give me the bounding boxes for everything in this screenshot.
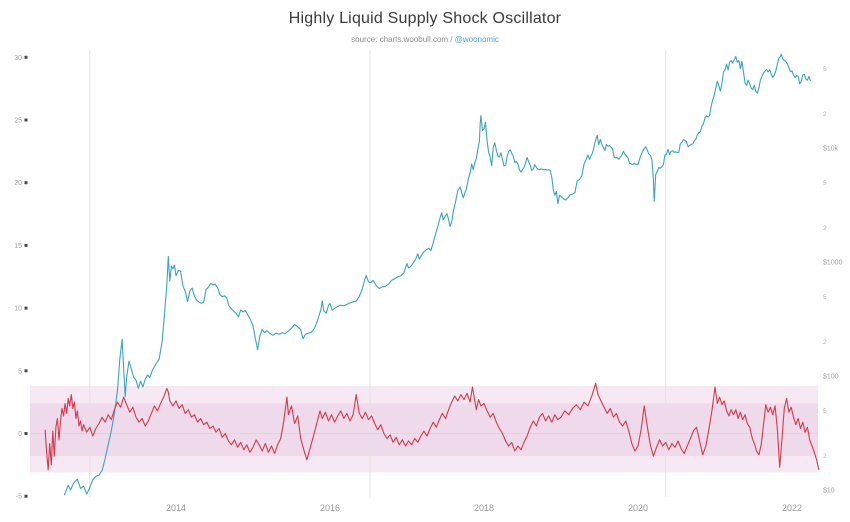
chart-title: Highly Liquid Supply Shock Oscillator: [288, 10, 562, 27]
inner-oscillator-band: [30, 403, 818, 457]
subtitle-source-text: source: charts.woobull.com /: [351, 35, 455, 44]
supply-shock-oscillator-line: [44, 382, 820, 471]
left-axis-tick-marker-icon: [24, 118, 28, 122]
chart-subtitle: source: charts.woobull.com / @woonomic: [0, 35, 850, 44]
left-axis-tick-label: 0: [18, 431, 22, 438]
left-axis-tick-label: 30: [14, 55, 22, 62]
right-axis-tick-label: $10k: [823, 146, 839, 153]
left-axis-tick-label: 20: [14, 180, 22, 187]
right-axis-tick-label: $10: [823, 488, 835, 495]
left-axis-tick-label: 15: [14, 243, 22, 250]
left-axis-tick-label: 10: [14, 306, 22, 313]
x-axis-year-label: 2016: [320, 503, 340, 513]
right-axis-tick-label: $100: [823, 374, 839, 381]
right-axis-minor-tick-label: 2: [823, 339, 827, 346]
left-axis-tick-marker-icon: [24, 55, 28, 59]
left-axis-tick-marker-icon: [24, 243, 28, 247]
left-axis-tick-marker-icon: [24, 494, 28, 498]
subtitle-twitter-link[interactable]: @woonomic: [454, 35, 499, 44]
x-axis-year-label: 2022: [782, 503, 802, 513]
x-axis-year-label: 2020: [628, 503, 648, 513]
left-axis-tick-marker-icon: [24, 306, 28, 310]
right-axis-minor-tick-label: 2: [823, 111, 827, 118]
right-axis-minor-tick-label: 2: [823, 453, 827, 460]
x-axis-year-label: 2018: [474, 503, 494, 513]
left-axis-tick-label: -5: [16, 494, 22, 501]
left-axis-tick-marker-icon: [24, 432, 28, 435]
left-axis-tick-marker-icon: [24, 181, 28, 185]
left-axis-tick-label: 5: [18, 368, 22, 375]
right-axis-tick-label: $1000: [823, 260, 843, 267]
left-axis-tick-marker-icon: [24, 369, 28, 373]
right-axis-minor-tick-label: 2: [823, 225, 827, 232]
x-axis-year-label: 2014: [166, 503, 186, 513]
right-axis-minor-tick-label: 5: [823, 408, 827, 415]
left-axis-tick-label: 25: [14, 118, 22, 125]
right-axis-minor-tick-label: 5: [823, 294, 827, 301]
right-axis-minor-tick-label: 5: [823, 180, 827, 187]
btc-price-usd-line: [63, 53, 812, 496]
right-axis-minor-tick-label: 5: [823, 66, 827, 73]
